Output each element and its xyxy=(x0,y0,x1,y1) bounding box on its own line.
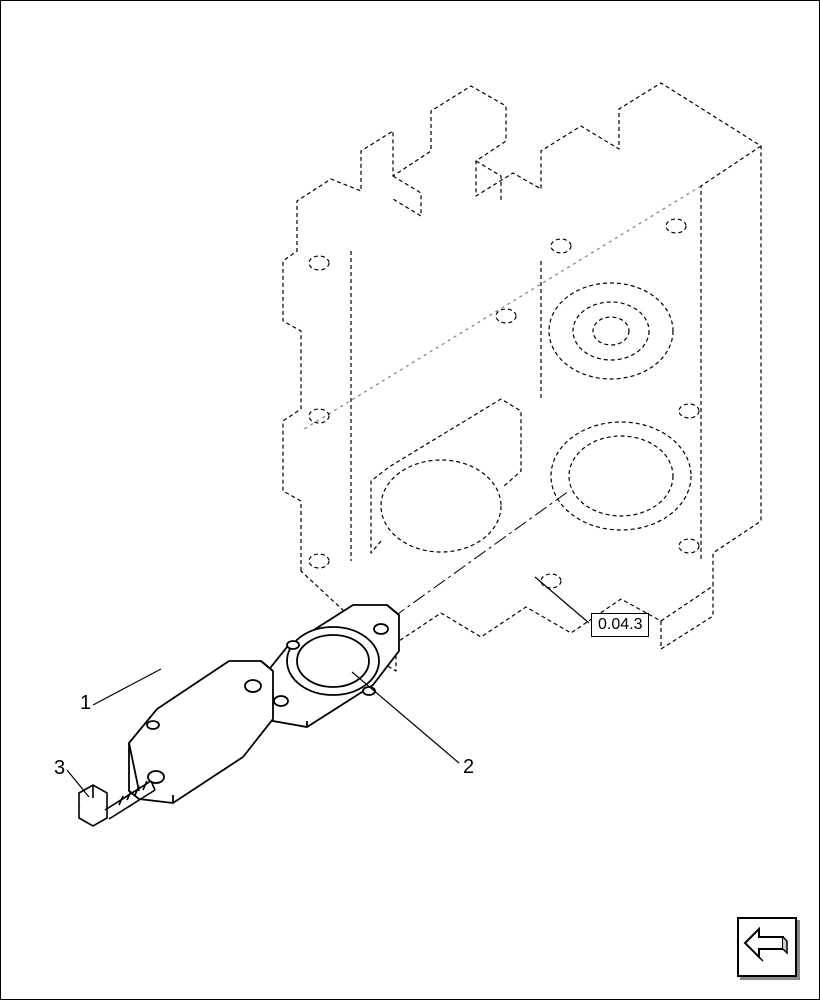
reference-box: 0.04.3 xyxy=(591,613,649,637)
gasket-group xyxy=(263,605,399,727)
callout-1: 1 xyxy=(80,692,91,715)
callout-2: 2 xyxy=(463,756,474,779)
housing-group xyxy=(283,83,761,671)
diagram-page: 1 2 3 0.04.3 xyxy=(0,0,820,1000)
parts-diagram-svg xyxy=(1,1,820,1000)
callout-3: 3 xyxy=(54,757,65,780)
back-arrow-icon[interactable] xyxy=(737,917,797,977)
bolt-group xyxy=(79,781,155,826)
